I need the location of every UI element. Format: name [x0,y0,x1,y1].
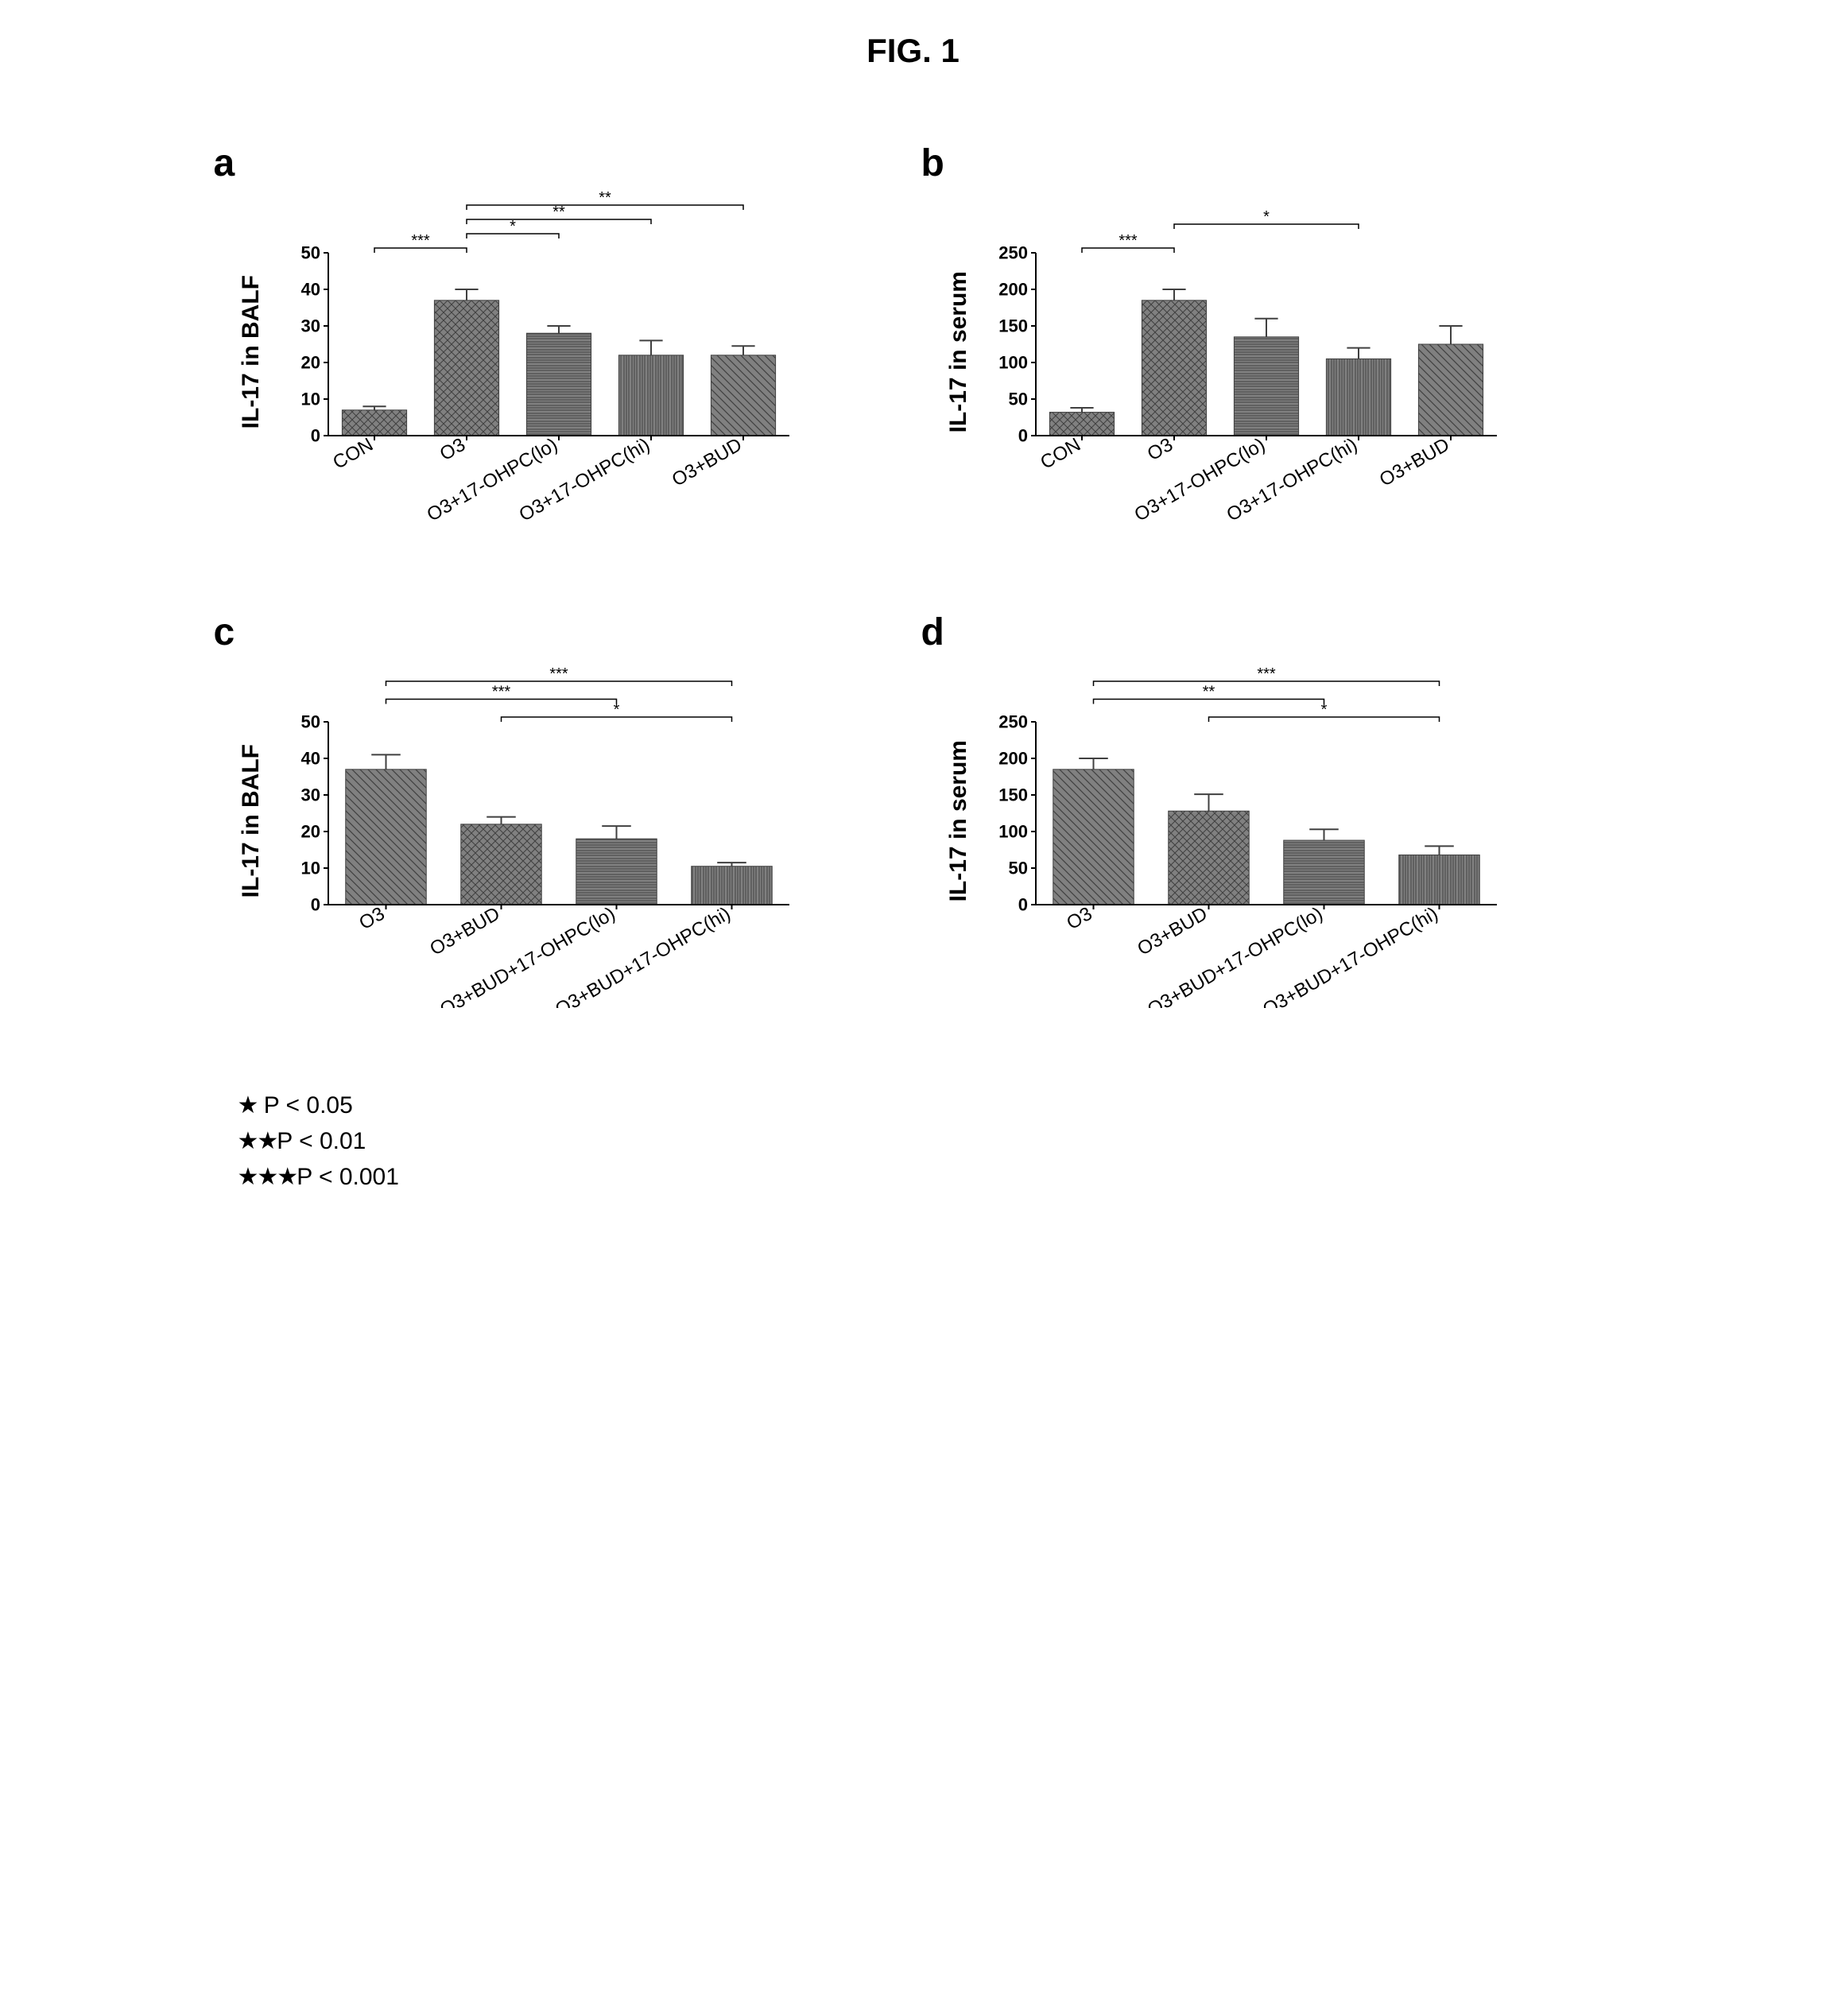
svg-text:50: 50 [300,243,320,263]
svg-text:***: *** [1257,665,1276,683]
svg-text:*: * [1263,208,1270,226]
panel-letter-c: c [214,611,235,654]
panel-b: b IL-17 in serum 050100150200250CONO3O3+… [945,165,1589,539]
svg-text:100: 100 [998,353,1028,373]
svg-text:20: 20 [300,353,320,373]
svg-text:O3: O3 [436,434,468,465]
legend-text-1: P < 0.05 [257,1092,352,1118]
svg-text:O3: O3 [1063,903,1095,934]
chart-b: 050100150200250CONO3O3+17-OHPC(lo)O3+17-… [980,165,1521,539]
svg-text:250: 250 [998,712,1028,732]
svg-text:O3+BUD: O3+BUD [668,434,745,491]
legend: ★ P < 0.05 ★★P < 0.01 ★★★P < 0.001 [238,1087,1589,1195]
svg-text:10: 10 [300,390,320,409]
svg-text:50: 50 [1008,859,1027,878]
svg-text:0: 0 [310,426,320,446]
figure-title: FIG. 1 [32,32,1794,70]
legend-text-2: P < 0.01 [277,1128,366,1154]
svg-text:200: 200 [998,280,1028,300]
svg-text:0: 0 [310,895,320,915]
panel-letter-a: a [214,142,235,185]
svg-text:***: *** [549,665,568,683]
svg-text:**: ** [599,189,611,207]
panel-d: d IL-17 in serum 050100150200250O3O3+BUD… [945,634,1589,1008]
svg-text:CON: CON [1037,434,1084,474]
svg-text:200: 200 [998,749,1028,769]
svg-text:50: 50 [1008,390,1027,409]
ylabel-d: IL-17 in serum [945,740,972,901]
svg-text:30: 30 [300,316,320,336]
panel-grid: a IL-17 in BALF 01020304050CONO3O3+17-OH… [238,165,1589,1008]
panel-letter-b: b [921,142,944,185]
svg-text:*: * [510,218,516,235]
svg-text:0: 0 [1018,895,1027,915]
svg-text:50: 50 [300,712,320,732]
star-icon: ★ [238,1092,258,1118]
svg-text:***: *** [491,684,510,701]
ylabel-b: IL-17 in serum [945,271,972,432]
chart-d: 050100150200250O3O3+BUDO3+BUD+17-OHPC(lo… [980,634,1521,1008]
svg-text:CON: CON [329,434,377,474]
svg-text:150: 150 [998,316,1028,336]
svg-text:O3+BUD+17-OHPC(hi): O3+BUD+17-OHPC(hi) [1258,903,1441,1008]
star-icon: ★★★ [238,1164,297,1190]
svg-text:**: ** [552,204,565,221]
star-icon: ★★ [238,1128,277,1154]
svg-text:O3+BUD: O3+BUD [1375,434,1452,491]
panel-letter-d: d [921,611,944,654]
svg-text:O3: O3 [1143,434,1176,465]
legend-text-3: P < 0.001 [297,1164,399,1190]
svg-text:O3+BUD: O3+BUD [426,903,503,960]
svg-text:40: 40 [300,749,320,769]
panel-a: a IL-17 in BALF 01020304050CONO3O3+17-OH… [238,165,882,539]
svg-text:250: 250 [998,243,1028,263]
svg-text:O3: O3 [355,903,388,934]
svg-text:***: *** [1118,232,1138,250]
svg-text:10: 10 [300,859,320,878]
svg-text:30: 30 [300,785,320,805]
svg-text:40: 40 [300,280,320,300]
legend-line-2: ★★P < 0.01 [238,1123,1589,1159]
chart-a: 01020304050CONO3O3+17-OHPC(lo)O3+17-OHPC… [273,165,813,539]
legend-line-1: ★ P < 0.05 [238,1087,1589,1123]
svg-text:100: 100 [998,822,1028,842]
ylabel-c: IL-17 in BALF [238,744,265,898]
svg-text:0: 0 [1018,426,1027,446]
svg-text:**: ** [1202,684,1215,701]
svg-text:150: 150 [998,785,1028,805]
panel-c: c IL-17 in BALF 01020304050O3O3+BUDO3+BU… [238,634,882,1008]
svg-text:20: 20 [300,822,320,842]
chart-c: 01020304050O3O3+BUDO3+BUD+17-OHPC(lo)O3+… [273,634,813,1008]
svg-text:***: *** [411,232,430,250]
ylabel-a: IL-17 in BALF [238,275,265,428]
svg-text:O3+BUD+17-OHPC(hi): O3+BUD+17-OHPC(hi) [551,903,734,1008]
legend-line-3: ★★★P < 0.001 [238,1159,1589,1195]
svg-text:O3+BUD: O3+BUD [1134,903,1211,960]
